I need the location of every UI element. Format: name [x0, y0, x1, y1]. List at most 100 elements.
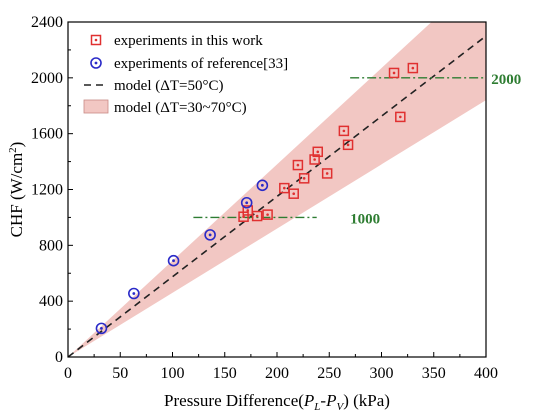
y-tick-label: 2400	[31, 14, 63, 31]
y-axis-title-part: 2	[7, 147, 19, 153]
y-axis-title-part: CHF (W/cm	[7, 153, 26, 238]
point-marker	[321, 168, 333, 179]
y-tick-label: 1600	[31, 126, 63, 143]
x-axis-title-part: P	[325, 391, 336, 410]
point-center	[292, 192, 296, 195]
reference-point	[204, 229, 216, 241]
legend-marker-band	[83, 99, 109, 114]
point-center	[296, 163, 300, 167]
x-axis-title-part: -	[320, 391, 326, 410]
x-axis-title: Pressure Difference(PL-PV) (kPa)	[164, 391, 390, 413]
axis-titles: Pressure Difference(PL-PV) (kPa) CHF (W/c…	[7, 142, 390, 413]
experiment-point	[288, 188, 299, 199]
x-axis-title-part: ) (kPa)	[343, 391, 390, 410]
point-center	[242, 215, 245, 219]
point-marker	[342, 139, 354, 151]
x-tick-label: 300	[370, 365, 394, 382]
point-center	[100, 326, 103, 330]
y-tick-label: 400	[39, 293, 63, 310]
y-axis-title-part: )	[7, 142, 26, 148]
reference-lines-layer: 1000 2000	[193, 72, 521, 227]
point-marker	[288, 188, 299, 199]
point-marker	[395, 111, 406, 123]
point-center	[346, 143, 350, 147]
point-center	[313, 158, 316, 161]
model-line	[68, 35, 486, 357]
point-center	[132, 292, 136, 295]
point-marker	[312, 146, 324, 158]
y-tick-label: 800	[39, 237, 63, 254]
experiment-point	[312, 146, 324, 158]
point-center	[208, 233, 212, 237]
legend: experiments in this work experiments of r…	[83, 33, 288, 116]
point-marker	[240, 196, 253, 209]
experiment-point	[321, 168, 333, 179]
x-tick-label: 0	[64, 365, 72, 382]
point-center	[302, 177, 306, 180]
experiment-point	[292, 159, 304, 171]
experiment-point	[338, 125, 350, 137]
model-band	[68, 22, 486, 357]
x-tick-label: 100	[161, 365, 185, 382]
x-axis-title-part: V	[336, 401, 344, 413]
experiment-point	[309, 154, 320, 165]
legend-item-model-band: model (ΔT=30~70°C)	[83, 99, 247, 116]
legend-label-model-line: model (ΔT=50°C)	[114, 78, 224, 94]
x-tick-label: 50	[112, 365, 128, 382]
point-marker	[251, 210, 263, 222]
x-tick-label: 250	[317, 365, 341, 382]
point-marker	[292, 159, 304, 171]
x-tick-label: 350	[422, 365, 446, 382]
experiment-point	[251, 210, 263, 222]
point-marker	[167, 254, 180, 267]
y-tick-label: 0	[55, 349, 63, 366]
experiment-point	[395, 111, 406, 123]
x-tick-label: 200	[265, 365, 289, 382]
point-center	[325, 172, 329, 175]
point-center	[342, 129, 346, 133]
legend-item-reference: experiments of reference[33]	[90, 56, 288, 72]
model-line-layer	[68, 35, 486, 357]
model-band-layer	[68, 22, 486, 357]
point-marker	[256, 179, 269, 192]
reference-point	[167, 254, 180, 267]
point-marker	[95, 322, 108, 335]
point-center	[172, 259, 175, 263]
reference-point	[95, 322, 108, 335]
legend-marker-center	[94, 61, 98, 65]
point-marker	[407, 62, 419, 74]
point-marker	[298, 173, 310, 184]
point-center	[266, 213, 269, 216]
legend-marker-square	[90, 34, 102, 46]
legend-item-experiments: experiments in this work	[90, 33, 263, 49]
point-marker	[262, 209, 273, 220]
point-marker	[388, 67, 400, 79]
points-layer	[95, 62, 419, 335]
experiment-point	[407, 62, 419, 74]
experiment-point	[242, 205, 253, 216]
point-center	[260, 183, 264, 187]
y-axis-title: CHF (W/cm2)	[7, 142, 26, 238]
point-marker	[338, 125, 350, 137]
point-marker	[128, 287, 140, 300]
legend-label-model-band: model (ΔT=30~70°C)	[114, 100, 247, 116]
x-axis-title-part: P	[303, 391, 314, 410]
axes-layer: 0 50 100 150 200 250 300 350 400 0 400 800 1200 1600 2…	[31, 14, 498, 382]
point-marker	[242, 205, 253, 216]
experiment-point	[279, 182, 290, 194]
x-axis-title-part: Pressure Difference(	[164, 391, 304, 410]
experiment-point	[298, 173, 310, 184]
y-tick-label: 2000	[31, 70, 63, 87]
legend-item-model-line: model (ΔT=50°C)	[84, 78, 224, 94]
point-center	[399, 115, 402, 119]
experiment-point	[388, 67, 400, 79]
reference-point	[128, 287, 140, 300]
legend-marker-circle	[90, 57, 102, 69]
point-center	[255, 214, 259, 218]
reference-label-1000: 1000	[350, 211, 380, 227]
experiment-point	[262, 209, 273, 220]
point-center	[246, 209, 250, 212]
x-tick-label: 150	[213, 365, 237, 382]
